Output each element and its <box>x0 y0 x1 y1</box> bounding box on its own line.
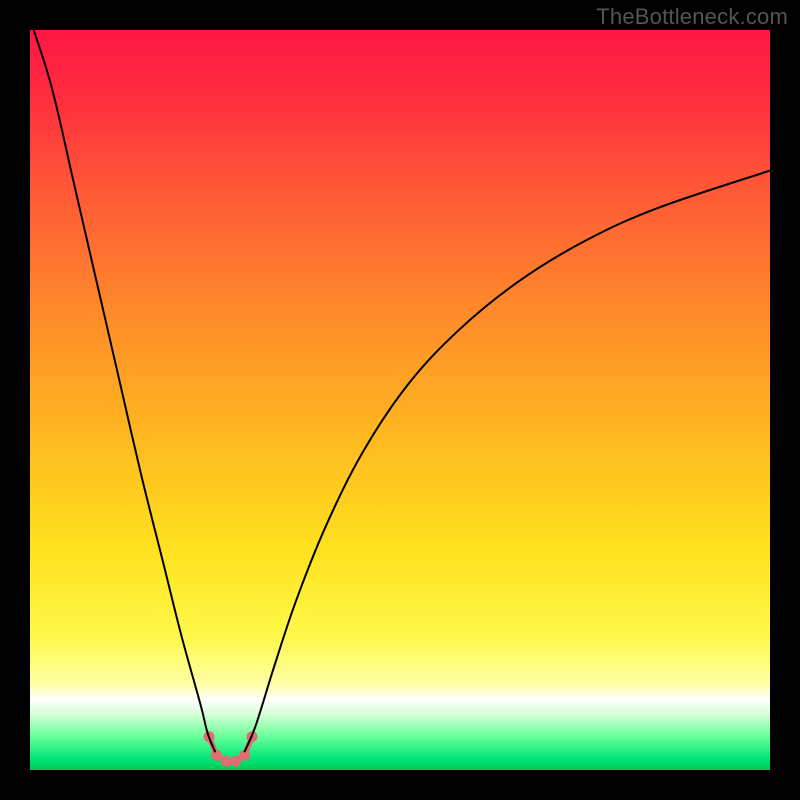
plot-background <box>30 30 770 770</box>
valley-dot <box>211 750 222 761</box>
watermark-text: TheBottleneck.com <box>596 4 788 30</box>
chart-stage: TheBottleneck.com <box>0 0 800 800</box>
valley-dot <box>221 756 232 767</box>
bottleneck-chart <box>0 0 800 800</box>
